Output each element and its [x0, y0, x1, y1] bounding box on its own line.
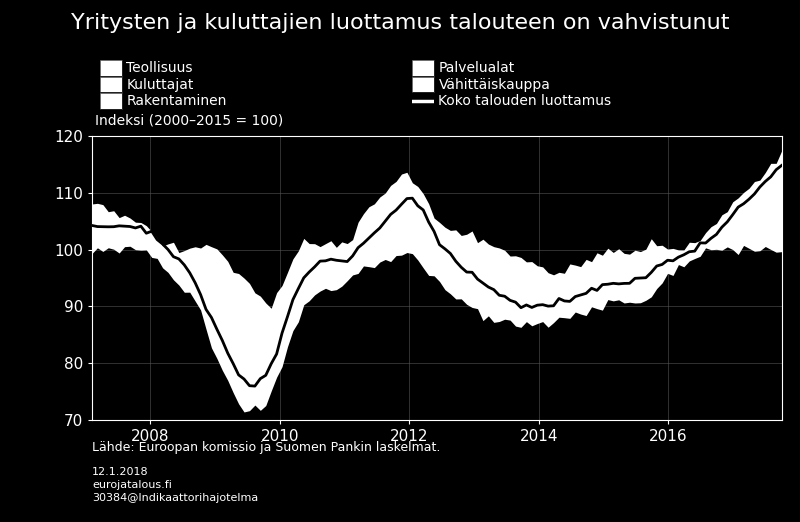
Text: eurojatalous.fi: eurojatalous.fi — [92, 480, 172, 490]
Text: 30384@Indikaattorihajotelma: 30384@Indikaattorihajotelma — [92, 493, 258, 503]
Text: Kuluttajat: Kuluttajat — [126, 78, 194, 91]
Text: Indeksi (2000–2015 = 100): Indeksi (2000–2015 = 100) — [95, 113, 283, 127]
Text: Vähittäiskauppa: Vähittäiskauppa — [438, 78, 550, 91]
Text: Palvelualat: Palvelualat — [438, 61, 514, 75]
Text: 12.1.2018: 12.1.2018 — [92, 467, 149, 477]
Text: Koko talouden luottamus: Koko talouden luottamus — [438, 94, 611, 108]
Text: Rakentaminen: Rakentaminen — [126, 94, 226, 108]
Text: Teollisuus: Teollisuus — [126, 61, 193, 75]
Text: Yritysten ja kuluttajien luottamus talouteen on vahvistunut: Yritysten ja kuluttajien luottamus talou… — [70, 13, 730, 33]
Text: Lähde: Euroopan komissio ja Suomen Pankin laskelmat.: Lähde: Euroopan komissio ja Suomen Panki… — [92, 441, 440, 454]
